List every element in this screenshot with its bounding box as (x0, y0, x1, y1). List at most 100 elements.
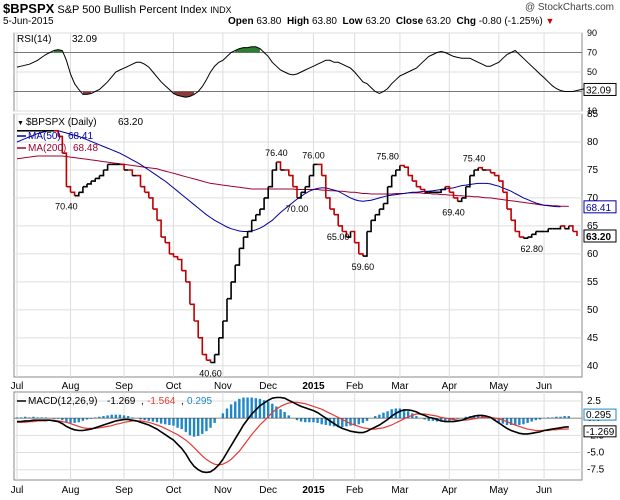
price-annotation: 62.80 (520, 244, 543, 254)
x-tick-label: Sep (115, 485, 133, 496)
price-segment (82, 183, 88, 188)
down-triangle-icon: ▼ (545, 16, 555, 26)
price-segment (95, 175, 101, 180)
macd-line (17, 396, 569, 474)
price-segment (235, 248, 241, 266)
price-last-value: 63.20 (586, 232, 611, 243)
y-tick-label: -7.5 (587, 465, 605, 476)
x-tick-label: May (489, 381, 508, 392)
price-annotation: 75.80 (376, 151, 399, 161)
price-segment (544, 228, 549, 233)
x-tick-label: Feb (346, 485, 364, 496)
price-annotation: 75.40 (463, 154, 486, 164)
chg-value: -0.80 (-1.25%) (478, 16, 543, 27)
price-segment (66, 185, 72, 193)
price-segment (494, 174, 500, 182)
x-tick-label: Aug (62, 485, 80, 496)
y-tick-label: 2.5 (587, 396, 601, 407)
ma200-legend: MA(200) (28, 143, 66, 154)
price-segment (395, 165, 401, 171)
rsi-last-value: 32.09 (586, 85, 611, 96)
price-segment (288, 174, 294, 187)
x-tick-label: Mar (391, 381, 409, 392)
price-segment (490, 172, 496, 176)
y-tick-label: 55 (587, 277, 599, 288)
price-segment (568, 225, 574, 232)
price-segment (91, 178, 96, 182)
price-segment (227, 281, 232, 300)
high-value: 63.80 (311, 16, 337, 27)
x-tick-label: 2015 (302, 485, 325, 496)
y-tick-label: 10 (587, 106, 597, 116)
price-segment (206, 359, 212, 363)
price-segment (264, 186, 269, 199)
x-tick-label: Aug (62, 381, 80, 392)
price-annotation: 76.40 (265, 148, 288, 158)
close-value: 63.20 (425, 16, 451, 27)
price-segment (465, 175, 471, 188)
macd-legend-sep: , (141, 396, 144, 407)
ma50-last-value: 68.41 (586, 203, 611, 214)
description: S&P 500 Bullish Percent Index (57, 4, 207, 16)
price-segment (284, 169, 290, 176)
price-segment (173, 255, 179, 260)
symbol: $BPSPX (3, 1, 55, 16)
price-segment (383, 186, 389, 205)
price-segment (375, 209, 381, 216)
ma200-line (16, 155, 569, 207)
x-tick-label: Dec (259, 485, 277, 496)
price-last-box (583, 229, 617, 243)
price-segment (572, 230, 578, 236)
x-tick-label: Jul (11, 381, 24, 392)
price-segment (301, 186, 306, 194)
x-tick-label: May (489, 485, 508, 496)
price-segment (202, 353, 208, 361)
ma50-legend-value: 68.41 (68, 131, 93, 142)
price-segment (185, 281, 191, 305)
price-segment (457, 197, 463, 203)
price-segment (194, 320, 199, 338)
price-segment (527, 234, 533, 238)
price-segment (346, 231, 352, 238)
price-segment (502, 191, 508, 210)
x-tick-label: Oct (166, 381, 182, 392)
price-segment (321, 174, 327, 198)
y-tick-label: 45 (587, 333, 599, 344)
price-segment (453, 197, 459, 202)
rsi-last-box (583, 82, 617, 96)
price-segment (297, 192, 302, 199)
price-annotation: 76.00 (302, 150, 325, 160)
price-segment (325, 197, 331, 210)
macd-signal-line (17, 401, 569, 466)
price-segment (181, 269, 187, 282)
macd-legend-sep: , (181, 396, 184, 407)
price-segment (486, 169, 492, 173)
price-segment (317, 163, 323, 176)
price-segment (420, 188, 426, 193)
price-segment (58, 135, 64, 154)
ma50-line (16, 130, 561, 232)
price-segment (169, 253, 175, 257)
price-segment (243, 231, 249, 238)
ma200-legend-value: 68.48 (73, 143, 98, 154)
x-tick-label: Jul (11, 485, 24, 496)
price-segment (350, 230, 356, 243)
macd-signal-legend-value: -1.564 (147, 396, 176, 407)
price-segment (144, 191, 150, 198)
price-segment (272, 162, 278, 171)
price-segment (556, 225, 562, 230)
price-segment (358, 253, 364, 257)
price-annotation: 65.00 (327, 232, 350, 242)
price-segment (74, 192, 80, 197)
price-annotation: 70.00 (286, 204, 309, 214)
close-label: Close (395, 16, 424, 27)
price-segment (268, 170, 274, 188)
price-segment (564, 225, 570, 230)
price-segment (177, 258, 183, 271)
price-segment (87, 181, 92, 185)
chg-label: Chg (456, 16, 476, 27)
price-segment (148, 197, 154, 210)
x-tick-label: Jun (536, 485, 552, 496)
x-tick-label: 2015 (302, 381, 325, 392)
price-segment (408, 174, 414, 182)
